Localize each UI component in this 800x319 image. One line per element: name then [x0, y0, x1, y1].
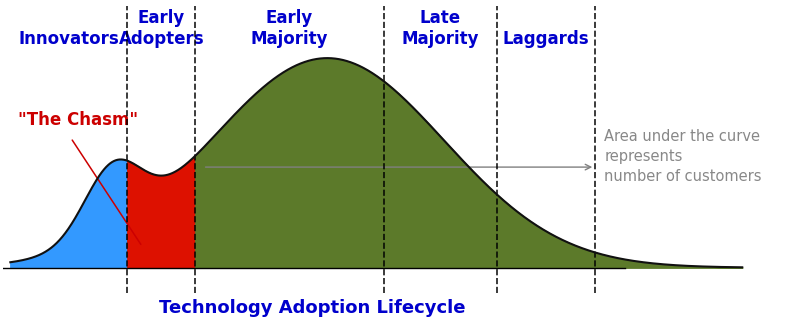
Text: Early
Majority: Early Majority [250, 9, 328, 48]
Text: Area under the curve
represents
number of customers: Area under the curve represents number o… [604, 129, 762, 184]
Text: Technology Adoption Lifecycle: Technology Adoption Lifecycle [159, 299, 466, 317]
Text: Late
Majority: Late Majority [402, 9, 479, 48]
Text: "The Chasm": "The Chasm" [18, 110, 138, 129]
Text: Laggards: Laggards [502, 30, 590, 48]
Text: Innovators: Innovators [18, 30, 119, 48]
Text: Early
Adopters: Early Adopters [118, 9, 204, 48]
